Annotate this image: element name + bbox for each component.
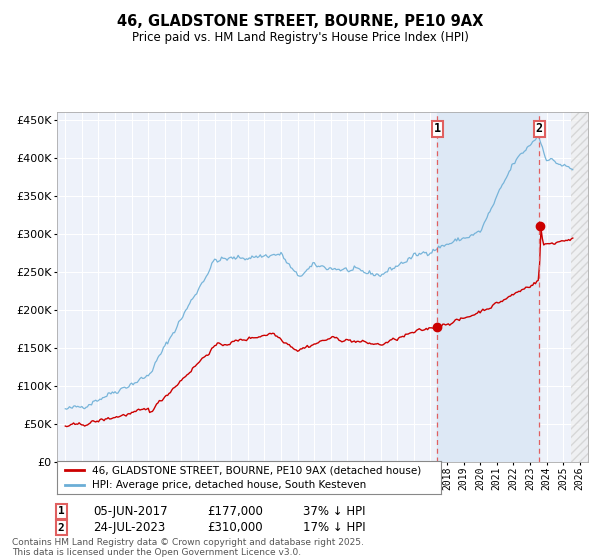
- Text: 2: 2: [536, 123, 543, 136]
- Bar: [437, 112, 539, 462]
- Text: 2: 2: [58, 522, 65, 533]
- Text: 1: 1: [58, 506, 65, 516]
- Text: 46, GLADSTONE STREET, BOURNE, PE10 9AX: 46, GLADSTONE STREET, BOURNE, PE10 9AX: [117, 14, 483, 29]
- Text: 1: 1: [434, 123, 441, 136]
- Text: HPI: Average price, detached house, South Kesteven: HPI: Average price, detached house, Sout…: [92, 480, 366, 490]
- Bar: [580, 112, 600, 462]
- Text: 05-JUN-2017: 05-JUN-2017: [93, 505, 167, 518]
- Text: 37% ↓ HPI: 37% ↓ HPI: [303, 505, 365, 518]
- Text: 24-JUL-2023: 24-JUL-2023: [93, 521, 165, 534]
- Text: Price paid vs. HM Land Registry's House Price Index (HPI): Price paid vs. HM Land Registry's House …: [131, 31, 469, 44]
- Bar: [571, 112, 600, 462]
- Text: £177,000: £177,000: [207, 505, 263, 518]
- Text: 17% ↓ HPI: 17% ↓ HPI: [303, 521, 365, 534]
- Text: Contains HM Land Registry data © Crown copyright and database right 2025.
This d: Contains HM Land Registry data © Crown c…: [12, 538, 364, 557]
- Text: 46, GLADSTONE STREET, BOURNE, PE10 9AX (detached house): 46, GLADSTONE STREET, BOURNE, PE10 9AX (…: [92, 465, 421, 475]
- Text: £310,000: £310,000: [207, 521, 263, 534]
